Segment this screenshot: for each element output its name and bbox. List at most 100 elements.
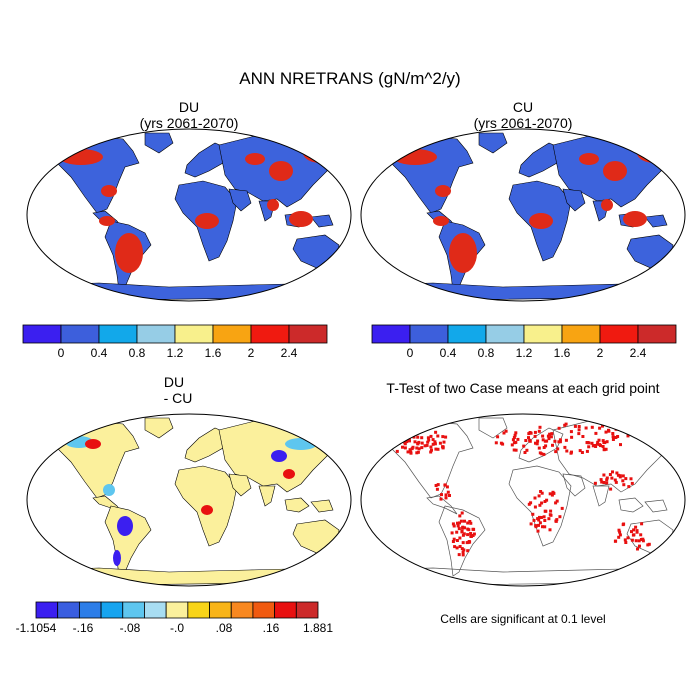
significant-cell xyxy=(639,533,643,537)
colorbar-tick-label: 0.4 xyxy=(91,346,108,360)
significant-cell xyxy=(632,528,636,532)
significant-cell xyxy=(595,442,599,446)
colorbar-swatch xyxy=(22,324,62,344)
significant-cell xyxy=(416,450,420,454)
significant-cell xyxy=(533,505,537,509)
significant-cell xyxy=(611,470,614,474)
significant-cell xyxy=(611,435,615,439)
significant-cell xyxy=(504,429,508,433)
significant-cell xyxy=(639,538,643,541)
significant-cell xyxy=(541,434,545,438)
significant-cell xyxy=(431,438,435,442)
significant-cell xyxy=(456,521,459,525)
colorbar-swatch xyxy=(122,601,145,619)
significant-cell xyxy=(463,519,466,523)
colorbar-swatch xyxy=(212,324,252,344)
significant-cell xyxy=(610,476,614,480)
significant-cell xyxy=(462,532,466,536)
colorbar-tick-label: -.08 xyxy=(120,621,141,635)
significant-cell xyxy=(396,430,400,434)
colorbar-tick-label: 1.2 xyxy=(167,346,184,360)
significant-cell xyxy=(461,553,465,557)
significant-cell xyxy=(413,440,417,444)
significant-cell xyxy=(537,523,540,527)
significant-cell xyxy=(598,426,602,430)
significant-cell xyxy=(405,430,409,434)
significant-cell xyxy=(630,538,634,542)
significant-cell xyxy=(394,438,398,441)
significant-cell xyxy=(630,530,633,534)
significant-cell xyxy=(441,435,445,439)
significant-cell xyxy=(420,441,424,445)
significant-cell xyxy=(538,503,542,507)
significant-cell xyxy=(502,431,506,435)
significant-cell xyxy=(394,435,398,439)
significant-cell xyxy=(614,436,618,439)
significant-cell xyxy=(466,521,470,525)
significant-cell xyxy=(465,541,469,545)
significant-cell xyxy=(584,426,588,430)
significant-cell xyxy=(412,435,416,439)
significant-cell xyxy=(533,434,537,438)
significant-cell xyxy=(444,435,448,439)
map-ttest-outline xyxy=(360,413,686,587)
significant-cell xyxy=(459,519,463,523)
significant-cell xyxy=(439,497,443,501)
panel-du-subtitle: (yrs 2061-2070) xyxy=(140,115,239,131)
significant-cell xyxy=(624,477,628,481)
significant-cell xyxy=(541,525,544,529)
significant-cell xyxy=(496,435,500,439)
significant-cell xyxy=(624,541,628,544)
significant-cell xyxy=(401,430,405,434)
significant-cell xyxy=(622,483,626,487)
significant-cell xyxy=(605,481,609,485)
significant-cell xyxy=(563,445,567,449)
significant-cell xyxy=(391,438,395,442)
significant-cell xyxy=(608,473,612,476)
significant-cell xyxy=(621,523,625,527)
significant-cell xyxy=(555,499,559,503)
significant-cell xyxy=(540,491,544,495)
significant-cell xyxy=(514,431,518,435)
significant-cell xyxy=(434,484,438,487)
significant-cell xyxy=(617,528,621,532)
significant-cell xyxy=(538,515,541,519)
significant-cell xyxy=(543,439,547,443)
significant-cell xyxy=(469,535,473,538)
significant-cell xyxy=(570,450,573,454)
significant-cell xyxy=(527,436,530,440)
significant-cell xyxy=(548,528,552,532)
significant-cell xyxy=(514,440,518,444)
colorbar-swatch xyxy=(209,601,232,619)
significant-cell xyxy=(415,451,419,455)
significant-cell xyxy=(623,538,627,542)
significant-cell xyxy=(538,521,542,525)
colorbar-swatch xyxy=(288,324,328,344)
significant-cell xyxy=(626,536,630,540)
significant-cell xyxy=(573,424,577,428)
colorbar-swatch xyxy=(409,324,449,344)
significant-cell xyxy=(551,443,554,447)
significant-cell xyxy=(552,491,556,495)
significant-cell xyxy=(395,435,399,439)
significant-cell xyxy=(548,492,552,496)
significant-cell xyxy=(430,448,433,452)
significant-cell xyxy=(458,536,462,540)
significant-cell xyxy=(599,444,602,448)
significant-cell xyxy=(457,527,461,531)
panel-diff-subtitle: - CU xyxy=(164,390,193,406)
significant-cell xyxy=(640,522,644,526)
significant-cell xyxy=(452,524,456,528)
significant-cell xyxy=(395,449,399,453)
colorbar-swatch xyxy=(371,324,411,344)
significant-cell xyxy=(626,434,630,438)
colorbar-swatch xyxy=(98,324,138,344)
significant-cell xyxy=(542,446,546,449)
significant-cell xyxy=(570,435,574,439)
colorbar-swatch xyxy=(485,324,525,344)
significant-cell xyxy=(415,446,419,450)
significant-cell xyxy=(618,474,622,478)
significant-cell xyxy=(536,439,540,443)
significant-cell xyxy=(543,525,547,529)
colorbar-tick-label: 1.6 xyxy=(554,346,571,360)
